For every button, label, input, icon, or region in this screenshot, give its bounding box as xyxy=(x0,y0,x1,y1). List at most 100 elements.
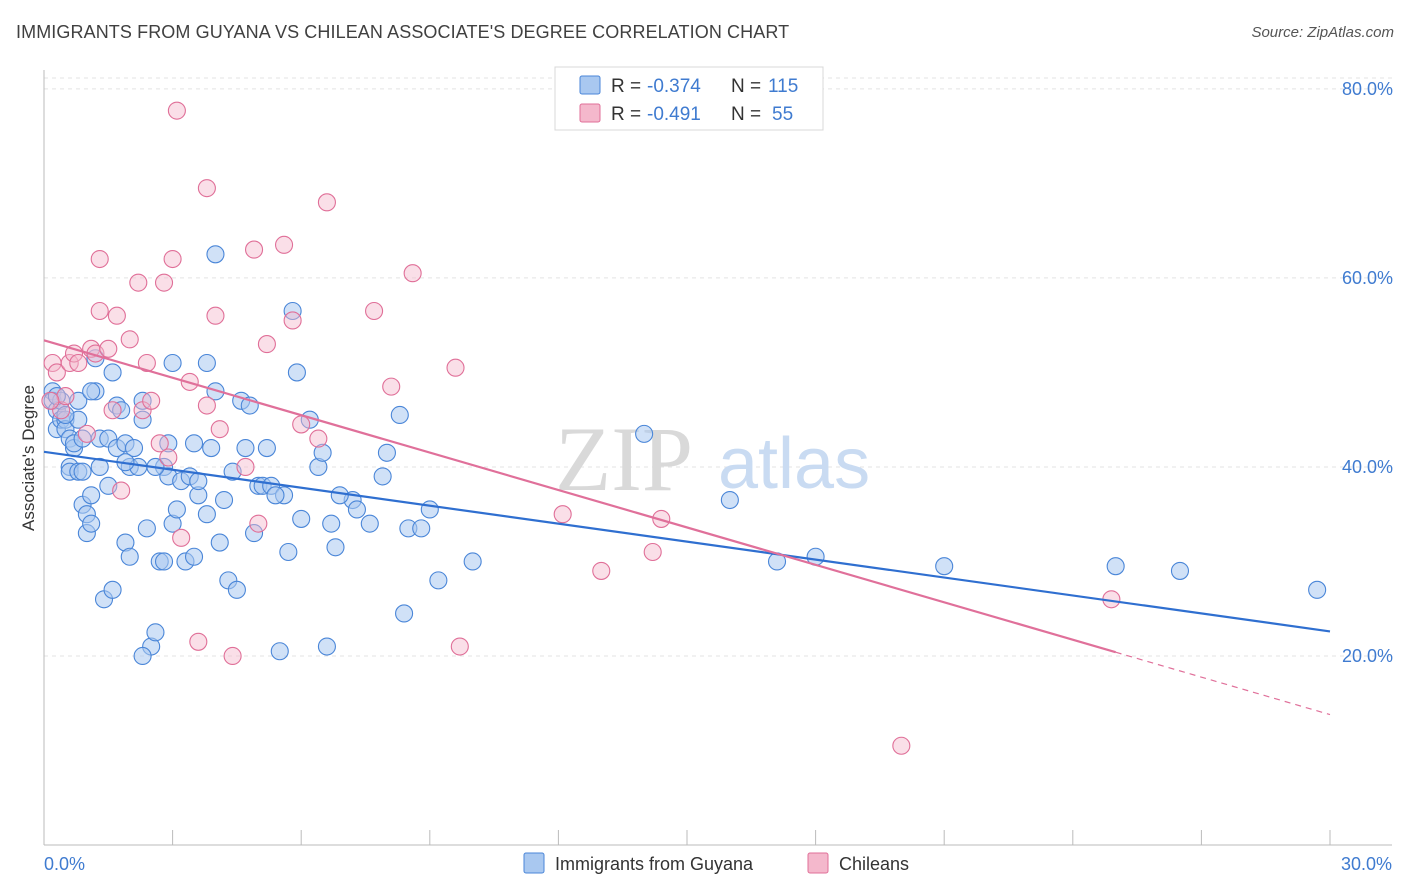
data-point-guyana xyxy=(73,462,92,481)
data-point-chileans xyxy=(154,273,174,292)
legend-swatch-blue xyxy=(579,75,601,95)
data-point-guyana xyxy=(133,410,152,429)
data-point-chileans xyxy=(450,637,469,656)
legend-n-value-2: 55 xyxy=(772,104,793,125)
data-point-chileans xyxy=(41,391,60,410)
data-point-guyana xyxy=(1308,580,1327,599)
data-point-guyana xyxy=(236,438,255,458)
data-point-guyana xyxy=(197,505,216,524)
data-point-guyana xyxy=(270,642,289,661)
legend-r-label-2: R = xyxy=(611,104,641,125)
data-point-chileans xyxy=(275,235,294,254)
data-point-chileans xyxy=(317,193,336,212)
stats-legend: R = -0.374 N = 115 R = -0.491 N = 55 xyxy=(554,66,824,131)
data-point-guyana xyxy=(292,509,311,528)
data-point-chileans xyxy=(365,301,384,321)
data-point-chileans xyxy=(129,273,148,292)
trend-lines xyxy=(43,339,1331,716)
data-point-guyana xyxy=(360,514,379,533)
data-point-guyana xyxy=(257,438,276,458)
data-point-guyana xyxy=(167,500,186,519)
data-point-chileans xyxy=(107,306,126,325)
y-tick-label: 80.0% xyxy=(1342,79,1393,99)
y-tick-label: 40.0% xyxy=(1342,457,1393,477)
source-label: Source: ZipAtlas.com xyxy=(1251,24,1394,41)
grid-lines xyxy=(44,77,1392,657)
data-point-chileans xyxy=(120,330,139,349)
y-axis-label: Associate's Degree xyxy=(19,385,38,531)
data-point-guyana xyxy=(82,382,101,401)
data-point-chileans xyxy=(892,736,911,755)
data-point-chileans xyxy=(150,434,169,453)
data-point-chileans xyxy=(159,448,178,467)
data-point-guyana xyxy=(313,443,332,462)
data-point-guyana xyxy=(266,486,285,505)
data-point-guyana xyxy=(244,524,264,543)
data-point-guyana xyxy=(103,363,122,382)
data-point-guyana xyxy=(287,363,306,382)
y-tick-label: 60.0% xyxy=(1342,268,1393,288)
data-point-chileans xyxy=(292,415,311,434)
data-point-guyana xyxy=(146,623,165,642)
watermark-zip: ZIP xyxy=(555,408,693,510)
data-point-guyana xyxy=(412,519,431,538)
data-point-chileans xyxy=(163,249,182,269)
chart-title: IMMIGRANTS FROM GUYANA VS CHILEAN ASSOCI… xyxy=(16,22,790,42)
data-point-guyana xyxy=(137,519,156,538)
data-point-chileans xyxy=(77,424,96,443)
data-point-chileans xyxy=(90,249,109,269)
data-point-guyana xyxy=(206,245,225,264)
series-legend: Immigrants from Guyana Chileans xyxy=(523,852,909,874)
data-point-chileans xyxy=(69,353,88,373)
data-point-guyana xyxy=(720,490,739,510)
data-point-guyana xyxy=(1170,561,1190,580)
data-point-guyana xyxy=(82,486,101,505)
watermark: ZIP atlas xyxy=(555,408,870,510)
data-point-chileans xyxy=(172,528,191,547)
data-point-chileans xyxy=(236,457,255,477)
data-point-guyana xyxy=(279,542,298,562)
data-point-guyana xyxy=(1106,557,1125,576)
data-point-chileans xyxy=(206,306,225,325)
legend-n-value-1: 115 xyxy=(768,76,798,97)
legend-r-value-2: -0.491 xyxy=(647,104,701,125)
data-point-guyana xyxy=(635,424,654,443)
data-point-guyana xyxy=(154,552,174,571)
data-point-guyana xyxy=(103,580,122,599)
data-point-guyana xyxy=(133,646,152,666)
data-point-guyana xyxy=(330,486,349,505)
data-point-chileans xyxy=(309,429,328,448)
data-point-chileans xyxy=(249,514,268,533)
data-point-chileans xyxy=(553,505,572,524)
data-point-chileans xyxy=(112,481,131,500)
x-ticks xyxy=(43,830,1331,845)
data-point-guyana xyxy=(283,301,302,321)
data-point-chileans xyxy=(643,542,662,562)
data-point-chileans xyxy=(137,353,156,373)
data-point-chileans xyxy=(99,339,118,358)
data-point-chileans xyxy=(382,377,401,396)
x-tick-label-min: 0.0% xyxy=(44,854,85,874)
data-point-guyana xyxy=(214,490,234,510)
data-point-chileans xyxy=(403,264,422,283)
data-point-guyana xyxy=(90,457,109,477)
legend-n-label-2: N = xyxy=(731,104,761,125)
legend-r-label-1: R = xyxy=(611,76,641,97)
data-point-guyana xyxy=(210,533,229,552)
data-point-guyana xyxy=(395,604,414,623)
series-chileans-points xyxy=(41,101,1121,755)
data-point-chileans xyxy=(283,311,302,330)
data-point-guyana xyxy=(317,637,336,656)
data-point-guyana xyxy=(124,438,144,458)
x-tick-label-max: 30.0% xyxy=(1341,854,1392,874)
bottom-legend-swatch-chileans xyxy=(807,852,829,874)
data-point-guyana xyxy=(390,405,409,425)
data-point-chileans xyxy=(244,240,264,259)
legend-swatch-pink xyxy=(579,103,601,123)
bottom-legend-label-chileans: Chileans xyxy=(839,854,909,874)
data-point-guyana xyxy=(429,571,448,590)
data-point-guyana xyxy=(120,547,139,566)
data-point-guyana xyxy=(935,557,954,576)
data-point-guyana xyxy=(202,438,221,458)
legend-n-label-1: N = xyxy=(731,76,761,97)
